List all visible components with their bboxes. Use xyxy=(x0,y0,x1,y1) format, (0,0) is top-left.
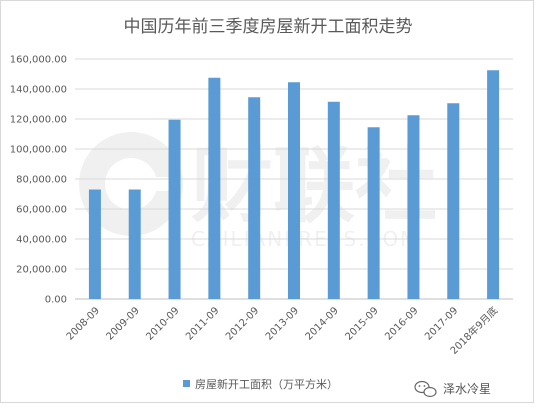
x-tick-label: 2014-09 xyxy=(304,305,341,342)
bars xyxy=(88,70,500,299)
y-tick-label: 140,000.00 xyxy=(10,85,67,96)
y-tick-label: 80,000.00 xyxy=(16,175,67,186)
x-tick-label: 2012-09 xyxy=(224,305,261,342)
x-tick-label: 2011-09 xyxy=(184,305,221,342)
x-tick-label: 2015-09 xyxy=(343,305,380,342)
bar-2017-09 xyxy=(447,103,460,299)
svg-text:财联社: 财联社 xyxy=(191,139,437,234)
x-axis-ticks: 2008-09 2009-09 2010-09 2011-09 2012-09 2013-… xyxy=(65,304,501,357)
bar-2009-09 xyxy=(128,189,141,299)
bar-2013-09 xyxy=(288,82,300,299)
x-tick-label: 2010-09 xyxy=(144,305,181,342)
y-tick-label: 160,000.00 xyxy=(10,55,67,66)
legend-swatch xyxy=(183,380,190,387)
y-tick-label: 60,000.00 xyxy=(16,205,67,216)
y-tick-label: 120,000.00 xyxy=(10,115,67,126)
chart-frame: 财联社 CAILIANPRESS.COM 中国历年前三季度房屋新开工面积走势 0… xyxy=(0,0,534,403)
legend: 房屋新开工面积（万平方米） xyxy=(183,377,338,391)
y-tick-label: 40,000.00 xyxy=(16,235,67,246)
x-tick-label: 2017-09 xyxy=(423,305,460,342)
y-tick-label: 100,000.00 xyxy=(10,145,67,156)
x-tick-label: 2013-09 xyxy=(264,305,301,342)
bar-2010-09 xyxy=(168,119,181,299)
y-axis-ticks: 0.00 20,000.00 40,000.00 60,000.00 80,000.00… xyxy=(10,55,67,306)
wechat-icon xyxy=(414,380,437,398)
x-tick-label: 2008-09 xyxy=(65,305,102,342)
x-tick-label: 2016-09 xyxy=(383,305,420,342)
bar-2016-09 xyxy=(407,115,420,299)
y-tick-label: 20,000.00 xyxy=(16,265,67,276)
bar-2014-09 xyxy=(327,101,340,299)
bar-2011-09 xyxy=(208,77,221,299)
bar-2018年9月底 xyxy=(487,70,500,299)
brand-watermark: 财联社 CAILIANPRESS.COM xyxy=(79,132,437,251)
bar-2008-09 xyxy=(88,189,101,299)
account-watermark: 泽水冷星 xyxy=(414,380,491,398)
account-name: 泽水冷星 xyxy=(443,382,491,396)
bar-2015-09 xyxy=(367,127,380,299)
bar-2012-09 xyxy=(248,97,261,299)
legend-label: 房屋新开工面积（万平方米） xyxy=(195,377,338,391)
x-tick-label: 2009-09 xyxy=(105,305,142,342)
chart-title: 中国历年前三季度房屋新开工面积走势 xyxy=(124,17,413,37)
y-tick-label: 0.00 xyxy=(45,295,67,306)
bar-chart: 财联社 CAILIANPRESS.COM 中国历年前三季度房屋新开工面积走势 0… xyxy=(10,17,513,398)
